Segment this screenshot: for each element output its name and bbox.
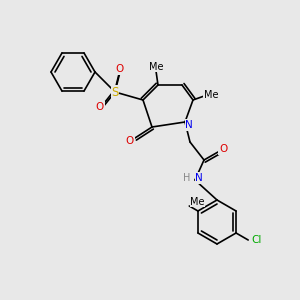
Text: Me: Me (204, 90, 218, 100)
Text: N: N (185, 120, 193, 130)
Text: Me: Me (190, 197, 205, 207)
Text: Me: Me (149, 62, 163, 72)
Text: O: O (219, 144, 227, 154)
Text: S: S (111, 85, 119, 98)
Text: Cl: Cl (251, 235, 261, 245)
Text: O: O (126, 136, 134, 146)
Text: H: H (183, 173, 191, 183)
Text: O: O (96, 102, 104, 112)
Text: O: O (116, 64, 124, 74)
Text: N: N (195, 173, 203, 183)
